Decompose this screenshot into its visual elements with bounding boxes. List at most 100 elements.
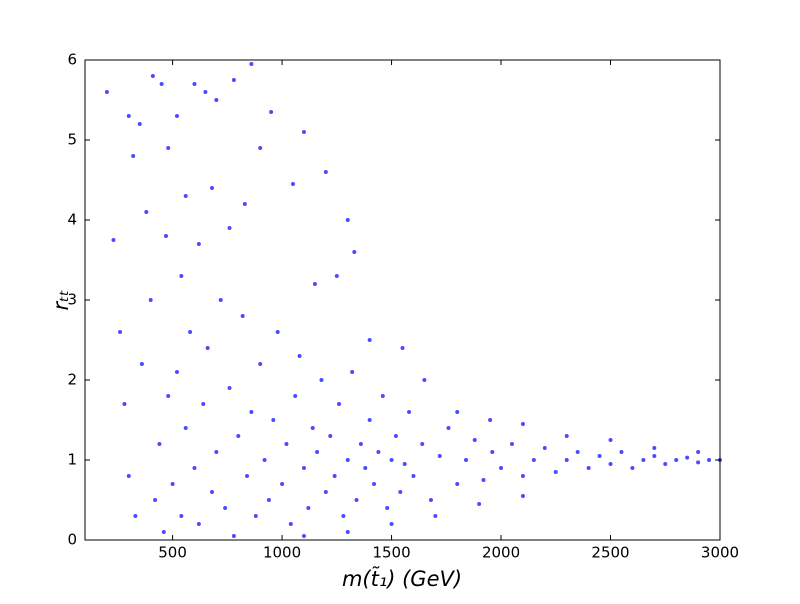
point <box>166 146 171 150</box>
point <box>280 482 285 486</box>
point <box>341 514 346 518</box>
point <box>126 474 131 478</box>
point <box>253 514 258 518</box>
point <box>301 466 306 470</box>
x-tick-label: 3000 <box>701 544 739 562</box>
point <box>323 490 328 494</box>
point <box>306 506 311 510</box>
point <box>192 82 197 86</box>
point <box>179 514 184 518</box>
point <box>159 82 164 86</box>
point <box>249 410 254 414</box>
y-tick-label: 5 <box>67 131 77 149</box>
point <box>262 458 267 462</box>
point <box>284 442 289 446</box>
point <box>354 498 359 502</box>
point <box>144 210 149 214</box>
point <box>201 402 206 406</box>
point <box>481 478 486 482</box>
point <box>446 426 451 430</box>
point <box>455 410 460 414</box>
point <box>183 194 188 198</box>
point <box>249 62 254 66</box>
point <box>319 378 324 382</box>
point <box>696 460 701 465</box>
point <box>376 450 381 454</box>
point <box>214 98 219 102</box>
point <box>258 362 263 366</box>
point <box>293 394 298 398</box>
point <box>553 470 558 474</box>
y-tick-label: 2 <box>67 371 77 389</box>
point <box>312 282 317 286</box>
point <box>174 114 179 118</box>
point <box>214 450 219 454</box>
point <box>345 530 350 534</box>
point <box>531 458 536 462</box>
point <box>509 442 514 446</box>
point <box>433 514 438 518</box>
point <box>104 90 109 94</box>
point <box>179 274 184 278</box>
point <box>245 474 250 478</box>
y-tick-label: 6 <box>67 51 77 69</box>
point <box>367 338 372 342</box>
point <box>499 466 504 470</box>
point <box>464 458 468 462</box>
point <box>188 330 193 334</box>
point <box>564 458 569 462</box>
point <box>472 438 477 442</box>
point <box>323 170 328 174</box>
point <box>210 186 214 190</box>
point <box>663 462 668 466</box>
point <box>148 298 153 302</box>
point <box>520 422 525 426</box>
point <box>608 438 613 442</box>
point <box>402 462 407 466</box>
point <box>345 218 350 222</box>
point <box>196 522 201 526</box>
point <box>407 410 412 414</box>
point <box>297 354 302 358</box>
point <box>150 74 155 78</box>
point <box>183 426 188 430</box>
point <box>223 506 228 510</box>
x-tick-label: 1000 <box>263 544 301 562</box>
point <box>389 458 394 462</box>
point <box>520 494 525 498</box>
point <box>393 434 398 438</box>
point <box>266 498 271 502</box>
point <box>619 450 624 454</box>
point <box>641 458 646 462</box>
point <box>275 330 280 334</box>
point <box>271 418 276 422</box>
point <box>389 522 394 526</box>
point <box>131 154 136 158</box>
point <box>133 514 138 518</box>
point <box>400 346 405 350</box>
point <box>707 458 712 462</box>
point <box>420 442 425 446</box>
point <box>520 474 525 478</box>
point <box>203 90 208 94</box>
y-tick-label: 4 <box>67 211 77 229</box>
x-tick-label: 2500 <box>591 544 629 562</box>
point <box>398 490 403 494</box>
y-axis-label: rₜₜ <box>49 289 73 310</box>
point <box>345 458 350 462</box>
point <box>696 450 701 454</box>
point <box>227 386 232 390</box>
point <box>205 346 210 350</box>
point <box>380 394 385 398</box>
point <box>542 446 547 450</box>
point <box>337 402 341 406</box>
point <box>332 474 337 478</box>
x-axis-label: m(t̃₁) (GeV) <box>342 566 462 591</box>
point <box>240 314 245 318</box>
point <box>288 522 293 526</box>
point <box>137 122 142 126</box>
point <box>652 454 657 458</box>
point <box>350 370 355 374</box>
